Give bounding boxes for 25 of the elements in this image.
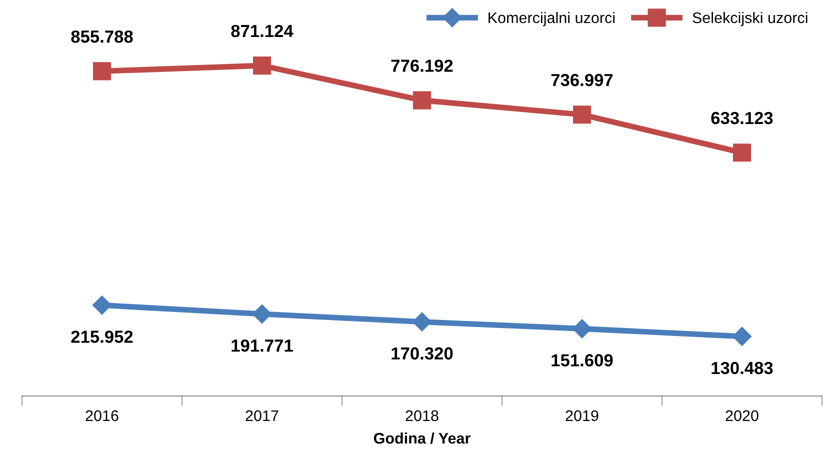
point <box>92 62 112 80</box>
data-label: 633.123 <box>711 112 773 124</box>
point <box>252 304 272 324</box>
data-label: 130.483 <box>712 362 773 374</box>
x-tick-label: 2016 <box>86 410 118 422</box>
data-label: 215.952 <box>71 330 133 343</box>
data-label: 191.771 <box>232 339 293 352</box>
x-tick-label: 2020 <box>726 410 758 422</box>
point <box>572 106 592 124</box>
data-label: 855.788 <box>71 30 133 43</box>
point <box>412 91 432 110</box>
x-tick-label: 2018 <box>406 410 438 422</box>
data-label: 170.320 <box>392 347 453 360</box>
x-axis-title: Godina / Year <box>374 432 470 444</box>
data-label: 776.192 <box>391 60 453 72</box>
data-label: 736.997 <box>551 74 613 86</box>
legend-label: Komercijalni uzorci <box>488 12 615 26</box>
x-tick-label: 2019 <box>566 410 598 422</box>
legend-label: Selekcijski uzorci <box>692 12 808 26</box>
data-label: 871.124 <box>231 24 294 38</box>
data-label: 151.609 <box>552 354 613 366</box>
point <box>732 144 752 162</box>
point <box>252 56 272 75</box>
point <box>92 296 112 315</box>
x-tick-label: 2017 <box>246 410 278 422</box>
